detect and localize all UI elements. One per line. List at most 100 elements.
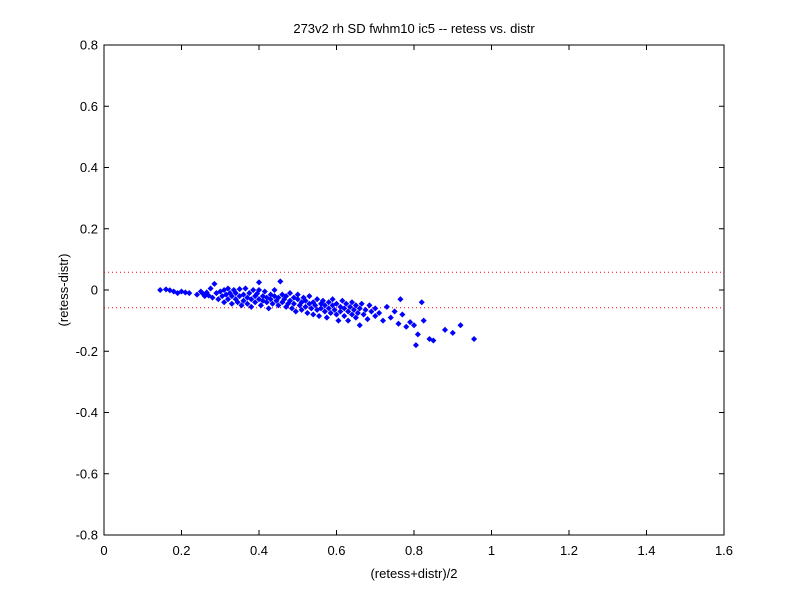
data-point [267, 296, 274, 303]
data-point [294, 296, 301, 303]
data-point [412, 342, 419, 349]
data-point [333, 311, 340, 318]
data-point [341, 313, 348, 320]
data-point [193, 291, 201, 298]
data-point [327, 309, 334, 316]
data-point [286, 297, 294, 304]
data-point [288, 305, 295, 312]
x-tick-label: 1.2 [560, 543, 578, 558]
y-tick-label: 0.8 [80, 38, 98, 53]
data-point [224, 296, 232, 303]
data-point [207, 285, 214, 292]
data-point [410, 322, 418, 329]
y-tick-label: 0.2 [80, 221, 98, 236]
data-point [348, 311, 356, 318]
data-point [331, 306, 338, 313]
data-point [228, 293, 235, 300]
data-point [209, 294, 216, 301]
data-point [350, 306, 357, 313]
data-point [347, 303, 354, 310]
data-point [292, 308, 299, 315]
data-point [310, 311, 317, 318]
data-point [306, 293, 313, 300]
data-point [420, 317, 427, 324]
data-point [323, 314, 330, 321]
data-point [308, 305, 315, 312]
data-point [238, 302, 245, 309]
data-point [205, 292, 212, 299]
y-tick-label: 0 [91, 283, 98, 298]
data-point [261, 288, 268, 295]
data-point [242, 285, 249, 292]
data-point [236, 286, 243, 293]
data-point [403, 323, 410, 330]
data-point [240, 297, 247, 304]
data-point [263, 299, 270, 306]
data-point [345, 317, 352, 324]
data-point [304, 309, 311, 316]
data-point [224, 285, 232, 292]
data-point [449, 329, 456, 336]
data-point [221, 299, 228, 306]
data-point [379, 317, 387, 324]
data-point [339, 297, 346, 304]
data-point [255, 279, 263, 286]
x-tick-label: 1.4 [637, 543, 655, 558]
data-point [356, 305, 363, 312]
data-point [414, 331, 421, 338]
data-point [248, 296, 255, 303]
data-point [341, 305, 348, 312]
data-point [277, 278, 284, 285]
data-point [352, 302, 359, 309]
data-point [186, 290, 193, 297]
data-points [157, 278, 478, 349]
data-point [399, 311, 406, 318]
data-point [321, 302, 328, 309]
y-axis-ticks: -0.8 -0.6 -0.4 -0.2 0 0.2 0.4 0.6 0.8 [76, 38, 724, 543]
data-point [232, 290, 239, 297]
data-point [407, 319, 414, 326]
data-point [457, 322, 464, 329]
data-point [391, 308, 398, 315]
chart-title: 273v2 rh SD fwhm10 ic5 -- retess vs. dis… [293, 21, 535, 36]
x-tick-label: 0.4 [250, 543, 268, 558]
data-point [215, 296, 222, 303]
reference-lines [104, 271, 724, 309]
data-point [333, 300, 340, 307]
x-tick-label: 0.6 [327, 543, 345, 558]
y-tick-label: 0.4 [80, 160, 98, 175]
x-axis-label: (retess+distr)/2 [370, 566, 457, 581]
data-point [265, 305, 272, 312]
data-point [234, 299, 241, 306]
data-point [250, 286, 257, 294]
data-point [395, 320, 402, 327]
data-point [211, 280, 218, 287]
data-point [325, 299, 332, 306]
data-point [366, 302, 373, 309]
data-point [383, 303, 390, 310]
data-point [430, 337, 437, 344]
data-point [157, 286, 164, 294]
data-point [471, 335, 478, 343]
x-tick-label: 1 [488, 543, 495, 558]
data-point [376, 309, 383, 316]
data-point [244, 300, 251, 307]
data-point [298, 306, 305, 313]
y-tick-label: -0.2 [76, 344, 98, 359]
data-point [257, 302, 264, 309]
data-point [255, 286, 263, 294]
data-point [343, 300, 350, 307]
data-point [356, 322, 363, 329]
y-axis-label: (retess-distr) [56, 254, 71, 327]
x-tick-label: 0.2 [172, 543, 190, 558]
y-tick-label: -0.8 [76, 528, 98, 543]
data-point [441, 326, 449, 333]
data-point [321, 308, 328, 315]
data-point [348, 299, 356, 306]
data-point [418, 299, 425, 306]
data-point [397, 296, 404, 303]
data-point [368, 308, 375, 315]
data-point [329, 296, 336, 303]
data-point [240, 291, 247, 298]
